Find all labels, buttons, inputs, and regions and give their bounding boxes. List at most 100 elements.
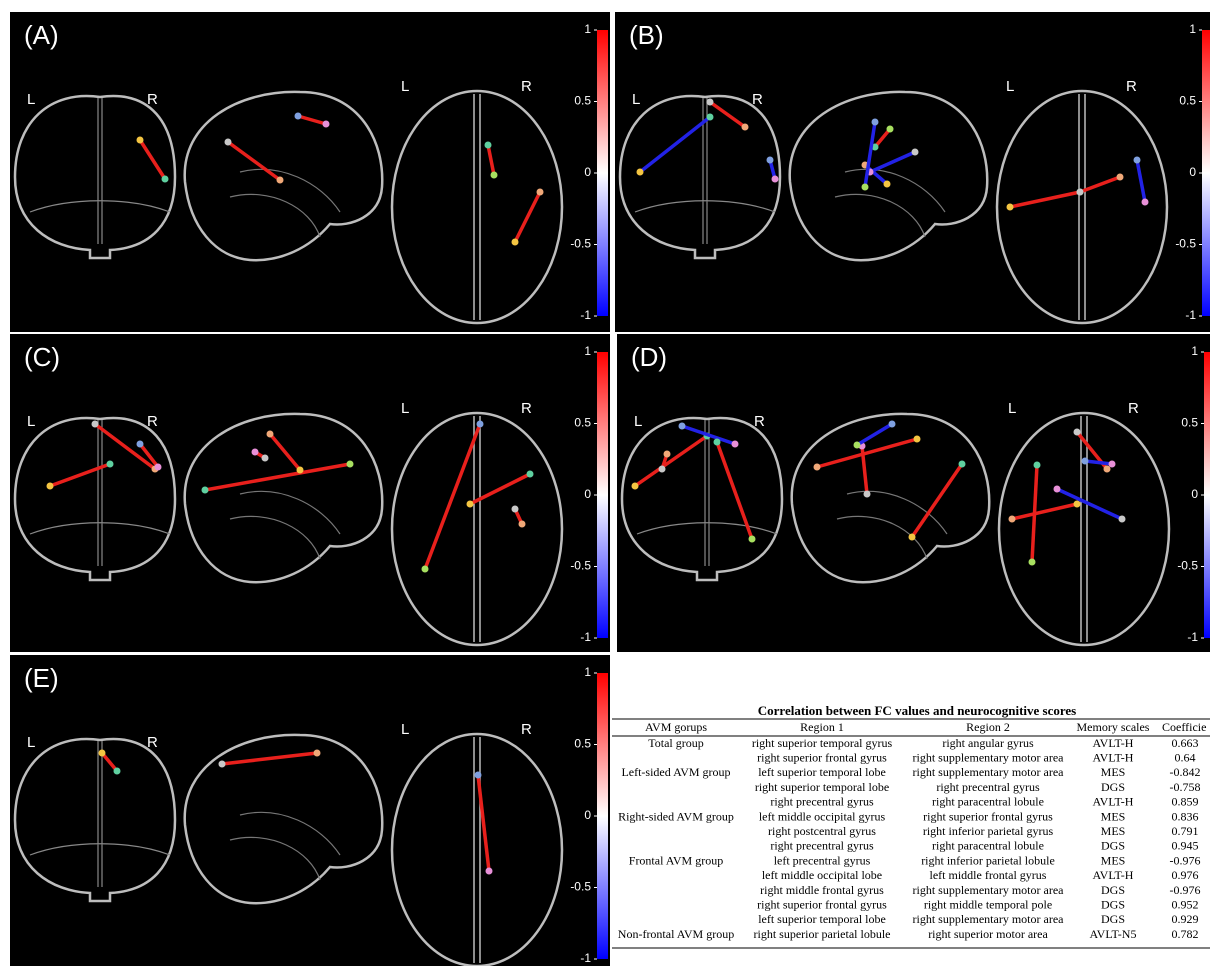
colorbar	[597, 673, 608, 959]
node	[749, 536, 756, 543]
colorbar-tick-label: -1	[580, 630, 591, 644]
panel-background	[615, 12, 1210, 332]
node	[814, 464, 821, 471]
node	[1134, 157, 1141, 164]
node	[632, 483, 639, 490]
colorbar-tick-label: 1	[1189, 22, 1196, 36]
colorbar-tick-label: 0	[584, 808, 591, 822]
node	[467, 501, 474, 508]
panel-label: (D)	[631, 342, 667, 372]
right-label: R	[521, 78, 532, 95]
colorbar-tick-label: 1	[584, 665, 591, 679]
node	[1007, 204, 1014, 211]
node	[485, 142, 492, 149]
table-cell: DGS	[1101, 839, 1125, 853]
node	[1009, 516, 1016, 523]
table-header: Memory scales	[1077, 720, 1150, 734]
table-cell: 0.952	[1172, 897, 1199, 911]
table-cell: DGS	[1101, 883, 1125, 897]
table-cell: Total group	[648, 736, 703, 750]
node	[914, 436, 921, 443]
panel-label: (B)	[629, 20, 664, 50]
node	[909, 534, 916, 541]
node	[767, 157, 774, 164]
node	[732, 441, 739, 448]
node	[107, 461, 114, 468]
node	[262, 455, 269, 462]
colorbar-tick-label: -0.5	[1175, 237, 1196, 251]
node	[959, 461, 966, 468]
table-cell: left superior temporal lobe	[758, 912, 886, 926]
left-label: L	[401, 78, 409, 95]
table-cell: 0.782	[1172, 927, 1199, 941]
node	[537, 189, 544, 196]
node	[47, 483, 54, 490]
node	[1034, 462, 1041, 469]
left-label: L	[401, 400, 409, 417]
right-label: R	[754, 413, 765, 430]
node	[864, 491, 871, 498]
table-cell: 0.791	[1172, 824, 1199, 838]
table-cell: right precentral gyrus	[770, 795, 874, 809]
right-label: R	[147, 413, 158, 430]
node	[252, 449, 259, 456]
node	[1117, 174, 1124, 181]
node	[527, 471, 534, 478]
node	[1074, 501, 1081, 508]
panel-background	[617, 334, 1210, 652]
panel-background	[10, 655, 610, 966]
table-cell: right superior frontal gyrus	[757, 897, 887, 911]
node	[707, 99, 714, 106]
table-cell: right angular gyrus	[942, 736, 1034, 750]
node	[219, 761, 226, 768]
node	[422, 566, 429, 573]
table-header: Region 2	[966, 720, 1010, 734]
table-cell: right postcentral gyrus	[768, 824, 876, 838]
node	[872, 119, 879, 126]
node	[155, 464, 162, 471]
node	[267, 431, 274, 438]
node	[679, 423, 686, 430]
table-cell: Right-sided AVM group	[618, 809, 734, 823]
node	[486, 868, 493, 875]
colorbar	[1204, 352, 1210, 638]
table-cell: MES	[1101, 824, 1126, 838]
node	[202, 487, 209, 494]
panel-label: (C)	[24, 342, 60, 372]
colorbar-tick-label: 0	[584, 165, 591, 179]
node	[707, 114, 714, 121]
node	[137, 441, 144, 448]
table-cell: right supplementary motor area	[913, 883, 1065, 897]
node	[1109, 461, 1116, 468]
table-cell: left middle occipital gyrus	[759, 809, 886, 823]
panel-label: (E)	[24, 663, 59, 693]
table-cell: 0.945	[1172, 839, 1199, 853]
table-cell: right precentral gyrus	[770, 839, 874, 853]
panel-background	[10, 334, 610, 652]
table-cell: left middle occipital lobe	[762, 868, 882, 882]
right-label: R	[521, 400, 532, 417]
table-cell: 0.859	[1172, 795, 1199, 809]
table-cell: 0.929	[1172, 912, 1199, 926]
table-cell: -0.976	[1170, 883, 1201, 897]
table-cell: right superior temporal gyrus	[752, 736, 893, 750]
left-label: L	[1008, 400, 1016, 417]
table-cell: 0.836	[1172, 809, 1199, 823]
node	[519, 521, 526, 528]
table-cell: left superior temporal lobe	[758, 765, 886, 779]
table-header: Coefficie	[1162, 720, 1206, 734]
table-cell: DGS	[1101, 897, 1125, 911]
table-cell: AVLT-H	[1093, 750, 1134, 764]
node	[1074, 429, 1081, 436]
right-label: R	[147, 734, 158, 751]
colorbar-tick-label: 0.5	[1181, 416, 1198, 430]
figure: (A)LRLR10.50-0.5-1(B)LRLR10.50-0.5-1(C)L…	[0, 0, 1210, 966]
colorbar-tick-label: -0.5	[570, 880, 591, 894]
colorbar-tick-label: -1	[580, 308, 591, 322]
node	[884, 181, 891, 188]
node	[912, 149, 919, 156]
colorbar-tick-label: -0.5	[570, 237, 591, 251]
right-label: R	[752, 91, 763, 108]
table-cell: 0.64	[1175, 750, 1196, 764]
node	[854, 442, 861, 449]
